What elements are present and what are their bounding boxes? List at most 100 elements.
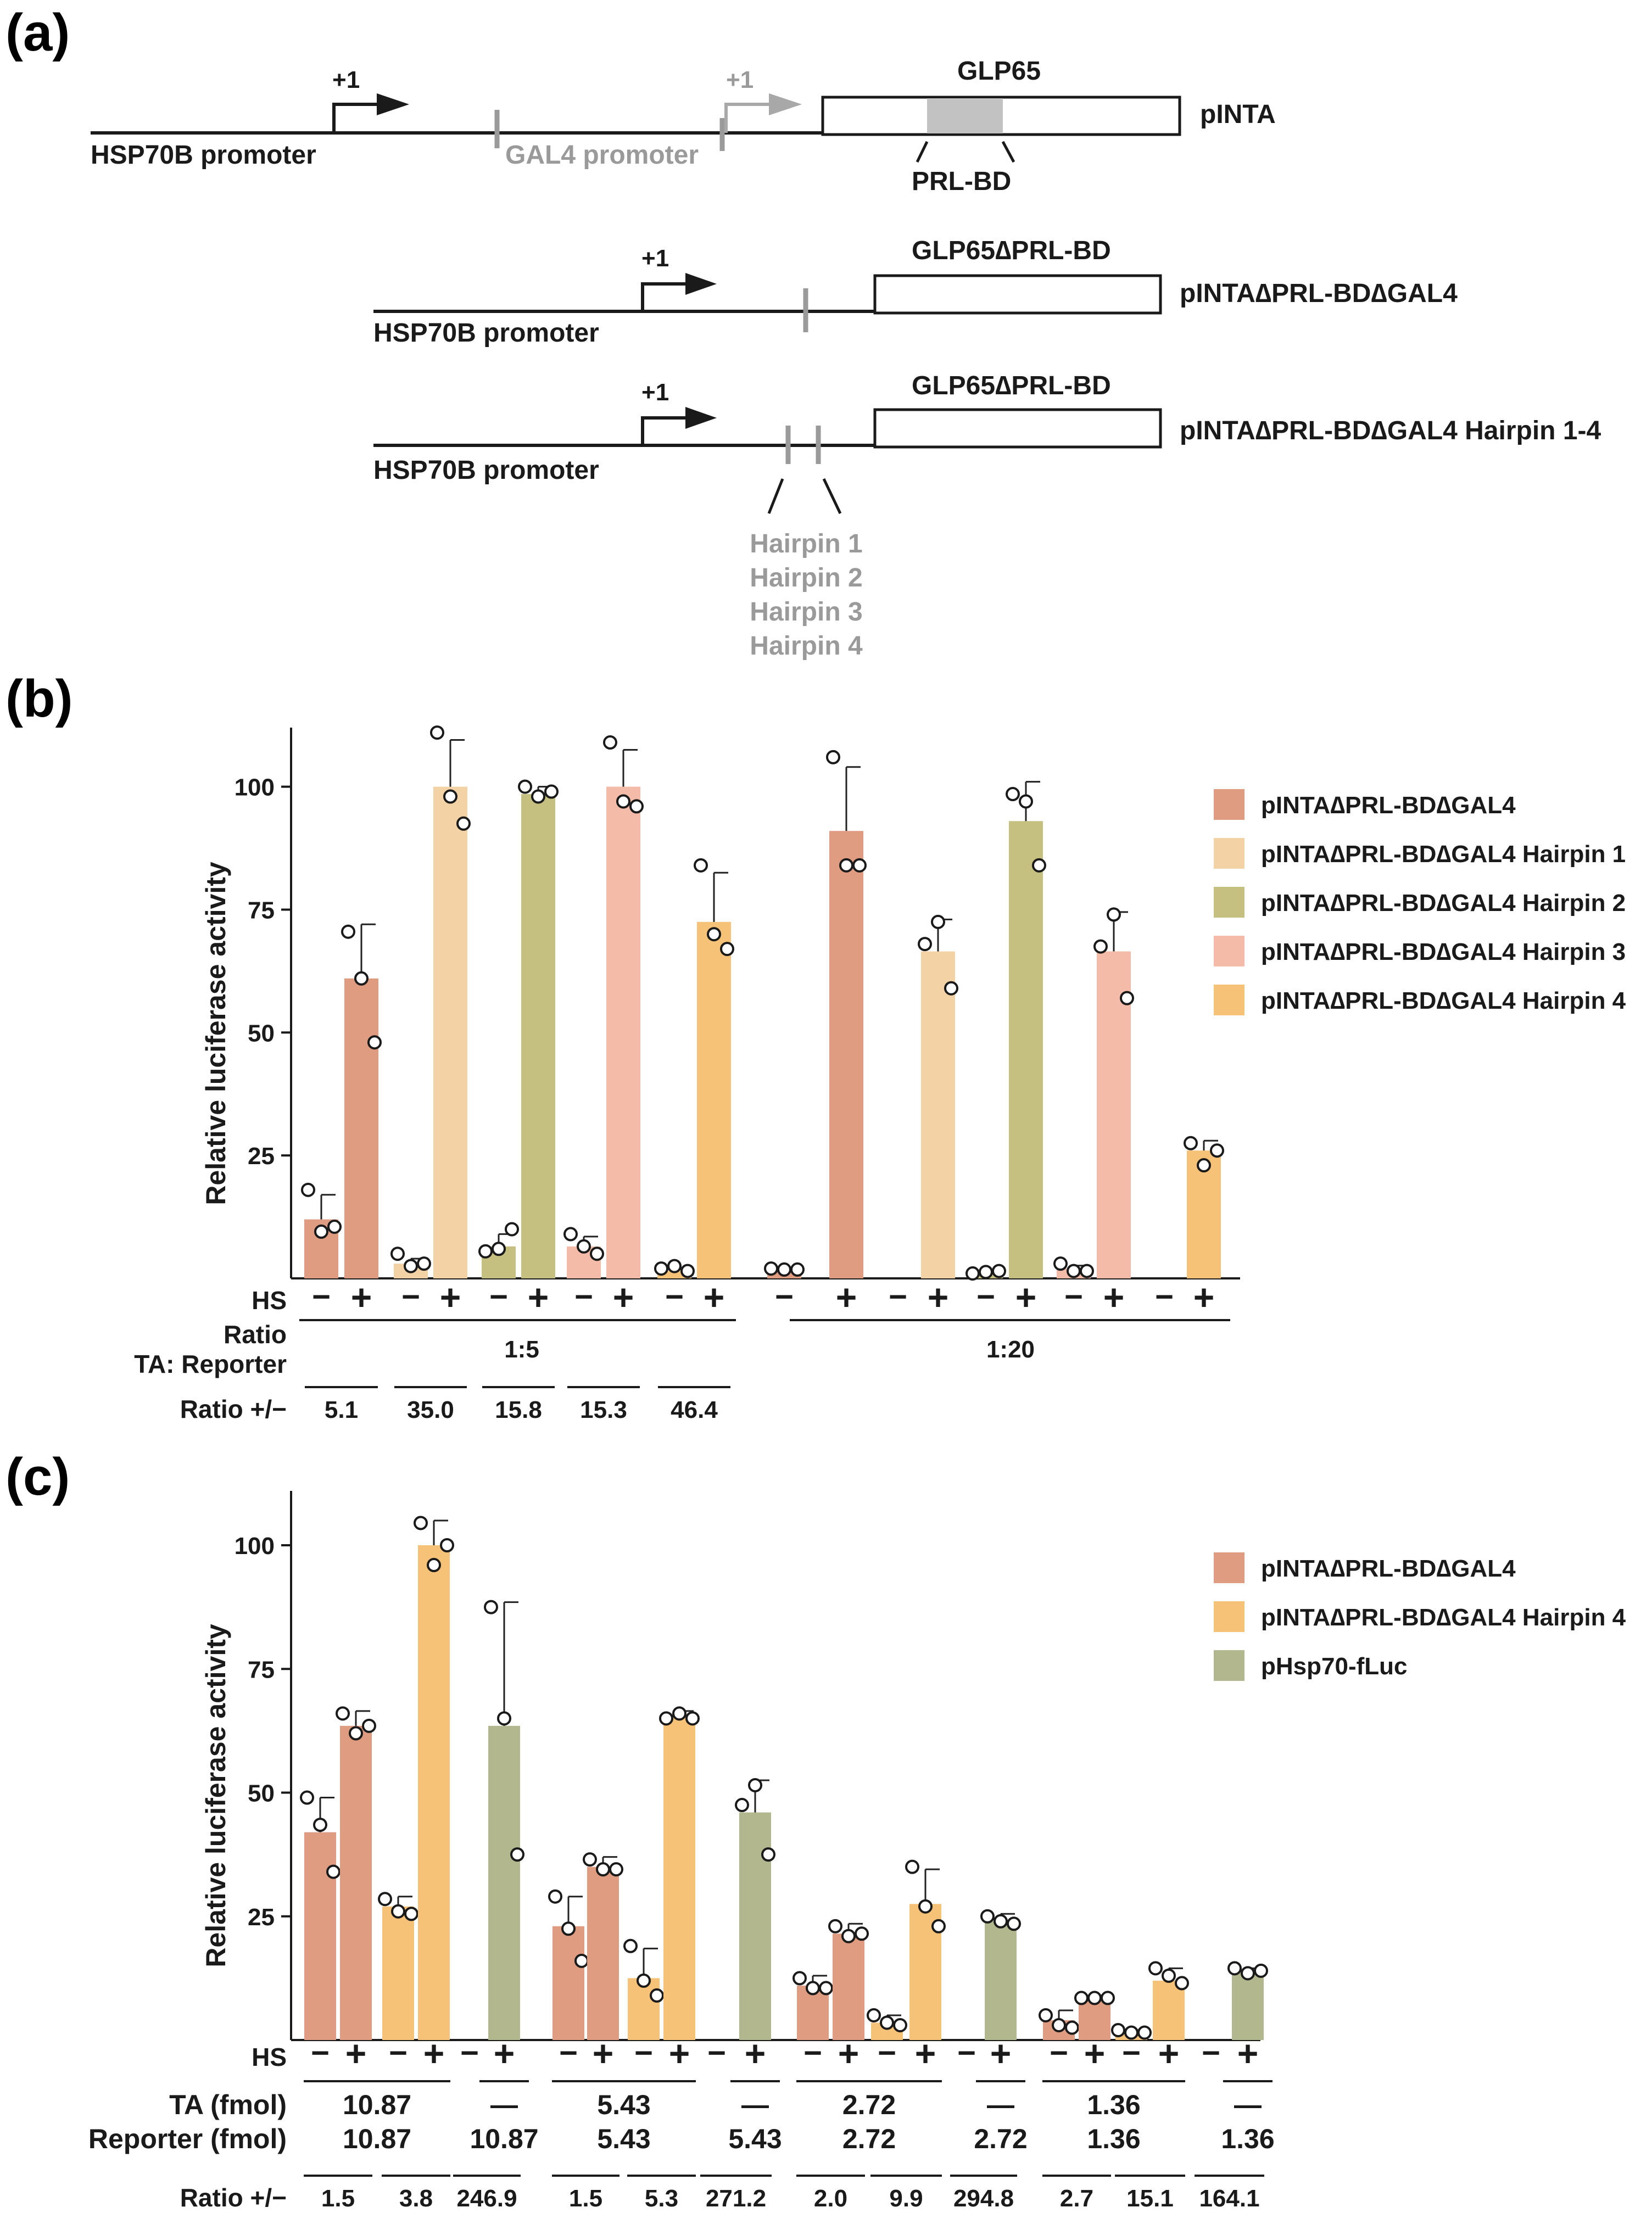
y-axis: 25 50 75 100 <box>235 1533 291 1931</box>
reporter-amount: 5.43 <box>597 2123 650 2154</box>
y-tick-label: 50 <box>248 1780 275 1807</box>
data-point <box>839 858 853 873</box>
prl-bd-pointer-left <box>916 141 929 163</box>
tss-label: +1 <box>332 66 360 93</box>
hairpin-1-label: Hairpin 1 <box>750 529 862 558</box>
data-point <box>577 1239 591 1254</box>
ratio-pm-value: 15.1 <box>1126 2185 1174 2212</box>
data-point <box>790 1262 805 1277</box>
hs-plus: + <box>704 1277 725 1317</box>
data-point <box>1074 1991 1089 2005</box>
gene-box <box>873 274 1162 315</box>
bar <box>552 1926 584 2040</box>
bar-marks <box>301 725 1224 1281</box>
legend-swatch <box>1214 789 1244 820</box>
data-point <box>672 1706 687 1721</box>
y-tick-label: 75 <box>248 1656 275 1683</box>
data-point <box>427 1558 441 1573</box>
data-point <box>918 937 932 952</box>
bar <box>521 794 555 1278</box>
hs-minus: − <box>976 1279 995 1315</box>
data-point <box>484 1600 498 1614</box>
bar <box>921 951 955 1278</box>
hs-minus: − <box>665 1279 684 1315</box>
ratio-pm-value: 246.9 <box>456 2185 517 2212</box>
tss-arrowhead <box>377 93 409 115</box>
hs-minus: − <box>878 2035 896 2071</box>
hs-minus: − <box>775 1279 794 1315</box>
hs-minus: − <box>707 2035 726 2071</box>
data-point <box>667 1259 682 1273</box>
bar <box>418 1545 450 2040</box>
data-point <box>918 1899 933 1914</box>
hs-minus: − <box>574 1279 593 1315</box>
gene-box <box>873 408 1162 449</box>
data-point <box>616 794 630 809</box>
legend-label: pINTA∆PRL-BD∆GAL4 Hairpin 2 <box>1261 890 1626 917</box>
panel-c-label: (c) <box>5 1448 70 1506</box>
data-point <box>1093 939 1108 954</box>
data-point <box>819 1981 833 1996</box>
hs-row: − + − + − + − + − + − + − + − + − + − + <box>312 1277 1214 1317</box>
bar <box>488 1725 520 2040</box>
data-point <box>1052 2018 1066 2032</box>
hs-plus: + <box>1015 1277 1037 1317</box>
data-point <box>1039 2008 1053 2022</box>
bar <box>344 978 378 1278</box>
hs-minus: − <box>1122 2035 1141 2071</box>
gene-label: GLP65∆PRL-BD <box>912 371 1111 400</box>
data-point <box>637 1973 651 1988</box>
legend-label: pINTA∆PRL-BD∆GAL4 Hairpin 3 <box>1261 938 1626 965</box>
ta-amount: 1.36 <box>1087 2089 1140 2120</box>
panel-a: (a) +1 +1 HSP70B promoter GAL4 promoter … <box>5 3 1601 661</box>
tss-arrow <box>641 282 688 311</box>
data-point <box>867 2008 881 2022</box>
data-point <box>980 1909 995 1924</box>
data-point <box>1101 1991 1115 2005</box>
data-point <box>1019 794 1033 809</box>
hs-plus: + <box>915 2033 936 2074</box>
ta-amount: 10.87 <box>343 2089 411 2120</box>
promoter-label: HSP70B promoter <box>373 456 599 485</box>
data-point <box>880 2015 894 2030</box>
amount-rows: 10.87 —10.87 10.875.43 —5.43 5.432.72 —2.72 2.… <box>304 2080 1275 2154</box>
hairpin-4-label: Hairpin 4 <box>750 632 863 661</box>
data-point <box>855 1926 869 1941</box>
data-point <box>341 924 355 939</box>
ratio-pm-row-label: Ratio +/− <box>180 1395 287 1423</box>
data-point <box>1065 2020 1079 2035</box>
data-point <box>590 1247 604 1261</box>
data-point <box>1087 1991 1102 2005</box>
legend: pINTA∆PRL-BD∆GAL4 pINTA∆PRL-BD∆GAL4 Hairp… <box>1214 1552 1626 1681</box>
construct-delta: +1 HSP70B promoter GLP65∆PRL-BD pINTA∆PR… <box>373 236 1458 348</box>
hs-minus: − <box>401 1279 420 1315</box>
bar <box>833 1933 864 2040</box>
ratio-pm-value: 15.8 <box>495 1396 542 1423</box>
tss2-arrow <box>724 103 772 133</box>
hairpin-2-label: Hairpin 2 <box>750 563 862 593</box>
data-point <box>456 816 471 831</box>
bar <box>829 831 863 1278</box>
data-point <box>826 750 840 764</box>
gene-label: GLP65∆PRL-BD <box>912 236 1111 265</box>
ratio-pm-value: 3.8 <box>399 2185 433 2212</box>
data-point <box>685 1711 700 1726</box>
data-point <box>326 1864 341 1879</box>
y-axis-label: Relative luciferase activity <box>200 1624 231 1968</box>
hs-minus: − <box>1202 2035 1220 2071</box>
data-point <box>478 1244 493 1259</box>
ratio-pm-value: 294.8 <box>953 2185 1014 2212</box>
hs-row: − + − + − + − + − + − + − + − + − + − + − + − + <box>311 2033 1258 2074</box>
ta-row-label: TA (fmol) <box>169 2089 287 2120</box>
bar <box>587 1866 619 2040</box>
tss-arrow <box>641 416 688 445</box>
prl-bd-domain <box>927 98 1003 133</box>
bar <box>739 1812 771 2040</box>
hairpin-pointer-left <box>767 478 784 514</box>
data-point <box>390 1247 405 1261</box>
hs-plus: + <box>990 2033 1012 2074</box>
ratio-pm-row-label: Ratio +/− <box>180 2183 287 2212</box>
bar-marks <box>300 1516 1268 2040</box>
hs-row-label: HS <box>252 1286 287 1315</box>
ratio-pm-value: 164.1 <box>1199 2185 1259 2212</box>
